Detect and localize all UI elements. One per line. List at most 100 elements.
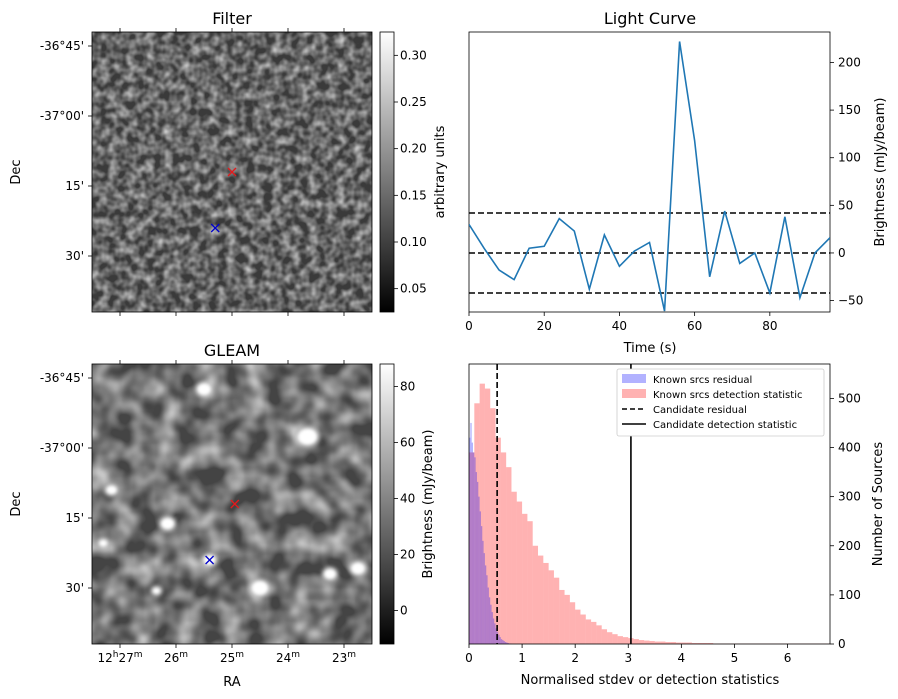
filter-markers [210,167,237,233]
detection-bar [500,452,507,644]
gleam-source [297,428,318,446]
residual-bar [483,553,485,644]
detection-bar [490,408,496,644]
legend-label-residual: Known srcs residual [653,375,752,386]
x-tick-label: 2 [571,651,579,665]
gleam-markers [205,499,240,565]
x-tick-label: 12h27m [97,650,142,665]
detection-bar [559,589,565,644]
y-tick-label: 200 [838,55,861,69]
detection-bar [660,641,666,644]
y-tick-label: -36°45' [40,371,84,385]
y-tick-label: 300 [838,490,861,504]
y-tick-label: 0 [838,246,846,260]
y-tick-label: 150 [838,103,861,117]
detection-bar [527,521,533,644]
candidate-marker-b [230,499,240,509]
colorbar-tick-label: 0.30 [400,48,427,62]
light-curve-title: Light Curve [604,9,696,28]
detection-bar [564,594,570,644]
residual-bar [476,481,479,644]
x-tick-label: 6 [784,651,792,665]
x-tick-label: 60 [687,319,702,333]
x-tick-label: 0 [465,651,473,665]
y-tick-label: 15' [65,511,84,525]
colorbar-tick-label: 0.25 [400,95,427,109]
gleam-colorbar [379,363,395,645]
histogram-y-ticks: 0 100 200 300 400 500 [830,391,861,651]
gleam-bright-sources [96,380,368,599]
y-tick-label: -36°45' [40,39,84,53]
gleam-colorbar-ticks: 0 20 40 60 80 [394,379,415,617]
detection-bar [676,642,682,644]
light-curve-ylabel: Brightness (mJy/beam) [873,98,888,247]
residual-bar [491,612,493,644]
detection-bar [580,614,586,644]
x-tick-label: 24m [276,650,300,665]
detection-bar [612,634,618,644]
residual-bar [486,575,488,644]
residual-bar [475,472,477,644]
x-tick-label: 1 [518,651,526,665]
x-tick-label: 26m [164,650,188,665]
detection-bar [474,403,480,644]
histogram-xlabel: Normalised stdev or detection statistics [521,673,780,688]
y-tick-label: 30' [65,581,84,595]
residual-bar [494,623,496,644]
gleam-ylabel: Dec [9,491,24,516]
detection-bar [665,642,671,644]
gleam-y-ticks: -36°45' -37°00' 15' 30' [40,371,92,595]
filter-colorbar [379,31,395,313]
y-tick-label: -37°00' [40,441,84,455]
histogram-detection-bars [469,383,830,644]
detection-bar [479,383,485,644]
gleam-x-ticks: 12h27m 26m 25m 24m 23m [97,360,356,665]
detection-bar [654,641,661,644]
colorbar-tick-label: 80 [400,379,415,393]
residual-bar [498,634,500,644]
filter-title: Filter [212,9,252,28]
residual-bar [479,511,481,644]
residual-bar [487,587,489,644]
gleam-colorbar-label: Brightness (mJy/beam) [421,430,436,579]
candidate-marker-b [227,167,237,177]
detection-bar [585,619,592,644]
detection-bar [591,621,597,644]
residual-bar [469,437,471,644]
filter-y-ticks: -36°45' -37°00' 15' 30' [40,39,92,263]
detection-bar [569,602,576,644]
residual-bar [470,422,472,644]
detection-bar [617,636,623,644]
y-tick-label: 500 [838,391,861,405]
detection-bar [702,643,708,644]
x-tick-label: 23m [332,650,356,665]
reference-source-marker-b [205,555,215,565]
light-curve-x-ticks: 0 20 40 60 80 [465,312,777,333]
gleam-title: GLEAM [204,341,260,360]
gleam-source [99,539,108,547]
detection-bar [649,641,655,644]
detection-bar [596,625,602,644]
gleam-source [251,580,269,596]
y-tick-label: 30' [65,249,84,263]
detection-bar [607,632,613,644]
gleam-xlabel: RA [223,675,241,690]
detection-bar [633,639,639,644]
detection-bar [532,545,539,644]
residual-bar [502,640,504,644]
residual-bar [490,604,492,644]
y-tick-label: 200 [838,539,861,553]
residual-bar [504,642,507,644]
detection-bar [644,640,650,644]
detection-bar [506,467,512,644]
gleam-source [197,383,211,396]
legend-label-detection: Known srcs detection statistic [653,390,802,401]
filter-colorbar-ticks: 0.05 0.10 0.15 0.20 0.25 0.30 [394,48,427,296]
detection-bar [686,642,692,644]
legend-swatch-detection [622,389,646,398]
colorbar-tick-label: 20 [400,547,415,561]
residual-bar [474,457,476,644]
gleam-panel: GLEAM -36°45' -37°00' 15' 30' 12h27m 26m 25m 2… [9,341,436,690]
histogram-ylabel: Number of Sources [871,442,886,567]
